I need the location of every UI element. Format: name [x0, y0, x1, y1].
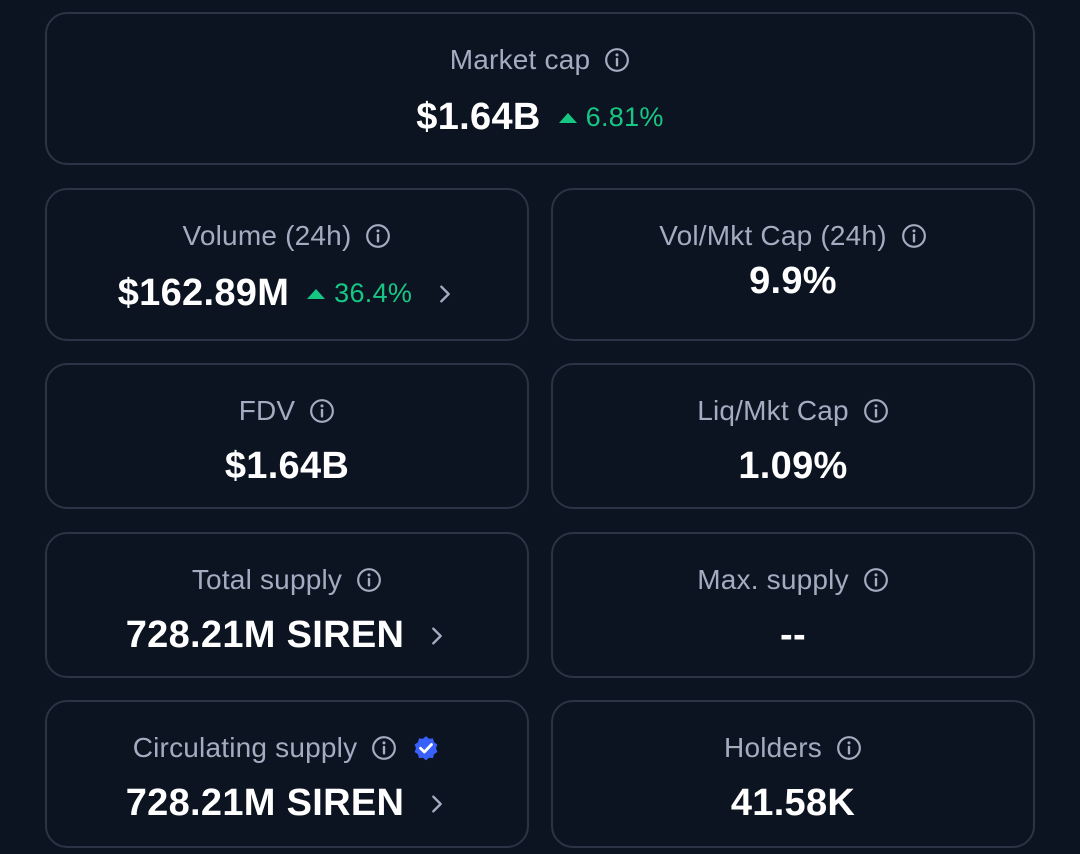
- info-icon[interactable]: [365, 223, 391, 249]
- chevron-right-icon[interactable]: [434, 283, 456, 305]
- market-cap-value: $1.64B: [416, 96, 541, 138]
- fdv-label: FDV: [238, 395, 296, 426]
- info-icon[interactable]: [356, 567, 382, 593]
- circulating-supply-label: Circulating supply: [132, 732, 358, 763]
- market-cap-label: Market cap: [449, 44, 591, 75]
- info-icon[interactable]: [901, 223, 927, 249]
- info-icon[interactable]: [836, 735, 862, 761]
- chevron-right-icon[interactable]: [426, 625, 448, 647]
- verified-badge-icon: [414, 736, 438, 761]
- market-cap-change-value: 6.81%: [585, 102, 664, 132]
- volume-card[interactable]: Volume (24h) $162.89M 36.4%: [45, 188, 529, 341]
- liq-mkt-cap-label: Liq/Mkt Cap: [697, 395, 849, 426]
- vol-mkt-cap-card: Vol/Mkt Cap (24h) 9.9%: [551, 188, 1035, 341]
- info-icon[interactable]: [309, 398, 335, 424]
- info-icon[interactable]: [863, 398, 889, 424]
- total-supply-card[interactable]: Total supply 728.21M SIREN: [45, 532, 529, 678]
- market-cap-change: 6.81%: [558, 102, 664, 133]
- circulating-supply-card[interactable]: Circulating supply 728.21M SIREN: [45, 700, 529, 848]
- caret-up-icon: [558, 112, 577, 123]
- vol-mkt-cap-value: 9.9%: [749, 260, 837, 302]
- info-icon[interactable]: [604, 47, 630, 73]
- fdv-card: FDV $1.64B: [45, 363, 529, 509]
- liq-mkt-cap-value: 1.09%: [738, 445, 848, 487]
- info-icon[interactable]: [863, 567, 889, 593]
- holders-card: Holders 41.58K: [551, 700, 1035, 848]
- volume-change: 36.4%: [307, 278, 412, 309]
- max-supply-value: --: [780, 614, 806, 656]
- volume-label: Volume (24h): [182, 220, 352, 251]
- info-icon[interactable]: [371, 735, 397, 761]
- max-supply-card: Max. supply --: [551, 532, 1035, 678]
- max-supply-label: Max. supply: [697, 564, 849, 595]
- volume-value: $162.89M: [117, 272, 290, 314]
- holders-label: Holders: [724, 732, 822, 763]
- total-supply-value: 728.21M SIREN: [125, 614, 405, 656]
- fdv-value: $1.64B: [224, 445, 350, 487]
- total-supply-label: Total supply: [191, 564, 343, 595]
- circulating-supply-value: 728.21M SIREN: [125, 782, 405, 824]
- vol-mkt-cap-label: Vol/Mkt Cap (24h): [659, 220, 887, 251]
- holders-value: 41.58K: [730, 782, 856, 824]
- caret-up-icon: [307, 288, 326, 299]
- volume-change-value: 36.4%: [334, 278, 413, 308]
- chevron-right-icon[interactable]: [426, 793, 448, 815]
- market-cap-card: Market cap $1.64B 6.81%: [45, 12, 1035, 165]
- liq-mkt-cap-card: Liq/Mkt Cap 1.09%: [551, 363, 1035, 509]
